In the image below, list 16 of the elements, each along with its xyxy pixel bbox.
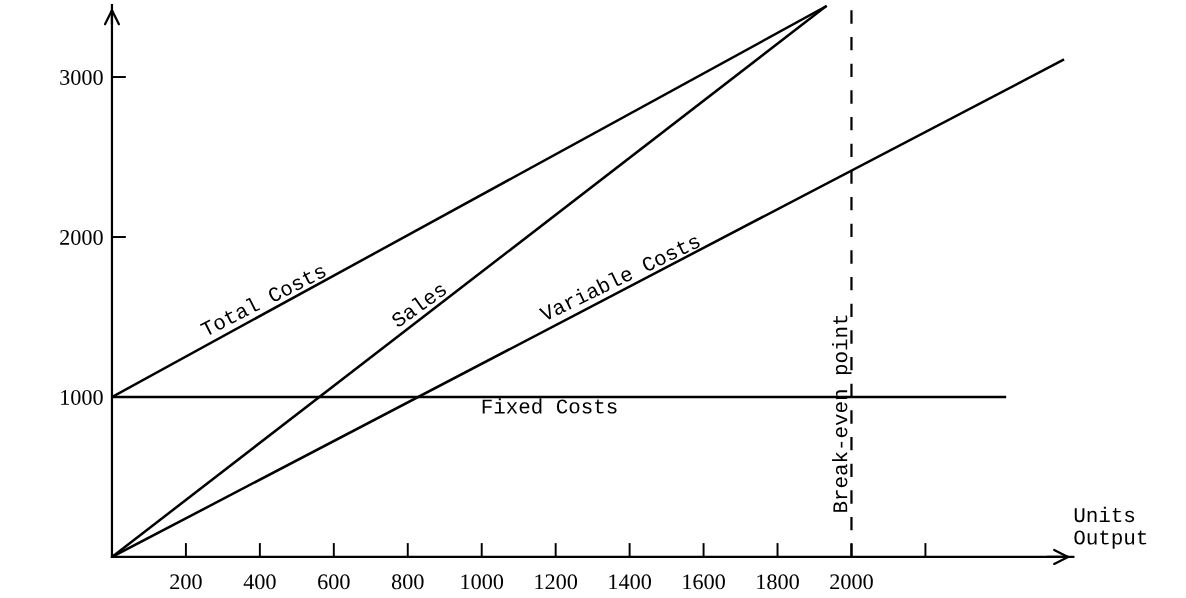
x-tick-label: 1600: [683, 574, 725, 590]
x-tick-label: 1800: [757, 574, 799, 590]
x-tick-label: 800: [391, 574, 424, 590]
x-tick-label: 1200: [535, 574, 578, 590]
x-tick-label: 200: [170, 574, 202, 590]
x-tick-label: 1400: [609, 574, 651, 590]
y-tick-label: 3000: [60, 69, 103, 85]
series-label: Fixed Costs: [482, 398, 617, 414]
y-tick-label: 2000: [60, 229, 103, 245]
ref-line-label: Break-even point: [832, 315, 852, 512]
x-tick-label: 1000: [461, 574, 504, 590]
y-tick-label: 1000: [61, 389, 103, 405]
x-tick-label: 600: [318, 574, 350, 590]
x-axis-title: Units Output: [1074, 506, 1147, 549]
x-tick-label: 2000: [830, 574, 873, 590]
x-tick-label: 400: [243, 574, 276, 590]
